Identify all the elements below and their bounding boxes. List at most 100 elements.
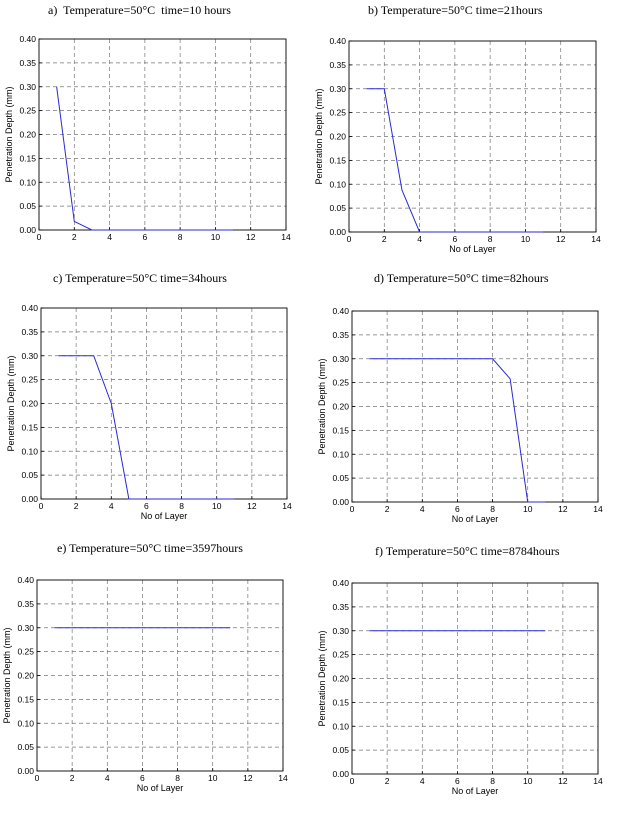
y-tick-label: 0.20	[17, 671, 34, 681]
x-tick-label: 0	[35, 773, 40, 783]
x-tick-label: 0	[350, 776, 355, 786]
chart-panel-c: c) Temperature=50°C time=34hours 0 2 4 6 8 10…	[0, 262, 314, 532]
x-tick-label: 6	[144, 501, 149, 511]
y-tick-label: 0.25	[329, 108, 346, 118]
x-tick-label: 4	[417, 234, 422, 244]
chart-title: a) Temperature=50°C time=10 hours	[48, 3, 231, 17]
x-tick-label: 4	[420, 776, 425, 786]
series-line	[58, 355, 235, 500]
y-axis-label: Penetration Depth (mm)	[314, 88, 324, 184]
y-tick-label: 0.10	[329, 179, 346, 189]
y-tick-label: 0.25	[21, 375, 38, 385]
y-tick-label: 0.20	[19, 130, 36, 140]
y-axis-label: Penetration Depth (mm)	[6, 355, 16, 451]
x-axis-label: No of Layer	[137, 783, 184, 793]
x-tick-label: 8	[490, 776, 495, 786]
x-tick-label: 14	[593, 776, 603, 786]
x-axis-label: No of Layer	[452, 786, 499, 796]
x-tick-label: 0	[37, 232, 42, 242]
y-tick-label: 0.00	[332, 769, 349, 779]
y-tick-label: 0.30	[17, 623, 34, 633]
y-tick-label: 0.05	[19, 201, 36, 211]
x-tick-label: 12	[558, 776, 568, 786]
x-tick-label: 8	[490, 504, 495, 514]
x-tick-label: 4	[107, 232, 112, 242]
x-tick-label: 8	[488, 234, 493, 244]
x-tick-label: 10	[208, 773, 218, 783]
y-axis-label: Penetration Depth (mm)	[2, 627, 12, 723]
x-tick-label: 4	[105, 773, 110, 783]
y-tick-label: 0.35	[332, 602, 349, 612]
y-tick-label: 0.40	[332, 578, 349, 588]
chart-title: f) Temperature=50°C time=8784hours	[375, 544, 560, 558]
x-tick-label: 8	[179, 501, 184, 511]
chart-title: b) Temperature=50°C time=21hours	[368, 3, 543, 17]
y-tick-label: 0.20	[21, 399, 38, 409]
y-tick-label: 0.30	[329, 84, 346, 94]
y-tick-label: 0.35	[329, 60, 346, 70]
y-tick-label: 0.15	[21, 422, 38, 432]
x-tick-label: 12	[247, 501, 257, 511]
y-tick-label: 0.10	[17, 718, 34, 728]
x-tick-label: 8	[175, 773, 180, 783]
y-tick-label: 0.25	[332, 650, 349, 660]
x-tick-label: 12	[556, 234, 566, 244]
chart-plot: 0 2 4 6 8 10 12 14 0.00 0.05 0.10 0.15 0.20 0.25 0.30 0…	[317, 306, 603, 524]
y-tick-label: 0.10	[19, 177, 36, 187]
chart-title: c) Temperature=50°C time=34hours	[53, 271, 227, 285]
x-tick-label: 2	[70, 773, 75, 783]
x-tick-label: 12	[558, 504, 568, 514]
y-tick-label: 0.00	[332, 497, 349, 507]
y-tick-label: 0.25	[17, 647, 34, 657]
y-tick-label: 0.40	[17, 575, 34, 585]
x-tick-label: 4	[420, 504, 425, 514]
x-tick-label: 14	[281, 232, 291, 242]
y-tick-label: 0.05	[332, 745, 349, 755]
y-tick-label: 0.00	[19, 225, 36, 235]
y-tick-label: 0.25	[332, 378, 349, 388]
y-tick-label: 0.35	[21, 327, 38, 337]
chart-title: e) Temperature=50°C time=3597hours	[57, 541, 243, 555]
x-tick-label: 10	[521, 234, 531, 244]
chart-panel-b: b) Temperature=50°C time=21hours 0 2 4 6 8 10…	[314, 0, 628, 262]
y-tick-label: 0.00	[329, 227, 346, 237]
y-tick-label: 0.35	[332, 330, 349, 340]
y-tick-label: 0.30	[21, 351, 38, 361]
x-tick-label: 2	[385, 504, 390, 514]
x-tick-label: 2	[385, 776, 390, 786]
x-tick-label: 4	[109, 501, 114, 511]
y-axis-label: Penetration Depth (mm)	[317, 358, 327, 454]
chart-panel-e: e) Temperature=50°C time=3597hours 0 2 4 6 8…	[0, 532, 314, 819]
chart-title: d) Temperature=50°C time=82hours	[374, 271, 549, 285]
y-tick-label: 0.15	[19, 153, 36, 163]
x-tick-label: 14	[278, 773, 288, 783]
y-tick-label: 0.05	[332, 473, 349, 483]
y-tick-label: 0.00	[17, 766, 34, 776]
x-tick-label: 2	[382, 234, 387, 244]
y-tick-label: 0.15	[332, 697, 349, 707]
y-tick-label: 0.40	[332, 306, 349, 316]
x-tick-label: 14	[591, 234, 601, 244]
y-tick-label: 0.10	[332, 721, 349, 731]
y-tick-label: 0.30	[332, 354, 349, 364]
x-tick-label: 0	[350, 504, 355, 514]
y-tick-label: 0.40	[329, 36, 346, 46]
x-tick-label: 10	[211, 232, 221, 242]
chart-plot: 0 2 4 6 8 10 12 14 0.00 0.05 0.10 0.15 0.20 0.25 0.30 0…	[317, 578, 603, 796]
x-tick-label: 10	[212, 501, 222, 511]
chart-panel-a: a) Temperature=50°C time=10 hours 0 2 4 6 8 1…	[0, 0, 314, 262]
y-tick-label: 0.05	[329, 203, 346, 213]
y-tick-label: 0.30	[19, 82, 36, 92]
y-tick-label: 0.20	[332, 402, 349, 412]
y-tick-label: 0.05	[17, 742, 34, 752]
x-tick-label: 10	[523, 504, 533, 514]
x-axis-label: No of Layer	[449, 244, 496, 254]
x-tick-label: 10	[523, 776, 533, 786]
y-tick-label: 0.40	[21, 303, 38, 313]
x-axis-label: No of Layer	[141, 511, 188, 521]
y-tick-label: 0.10	[21, 446, 38, 456]
x-tick-label: 0	[39, 501, 44, 511]
y-axis-label: Penetration Depth (mm)	[317, 630, 327, 726]
chart-plot: 0 2 4 6 8 10 12 14 0.00 0.05 0.10 0.15 0.20 0.25 0.30 0…	[4, 34, 291, 242]
x-tick-label: 2	[74, 501, 79, 511]
